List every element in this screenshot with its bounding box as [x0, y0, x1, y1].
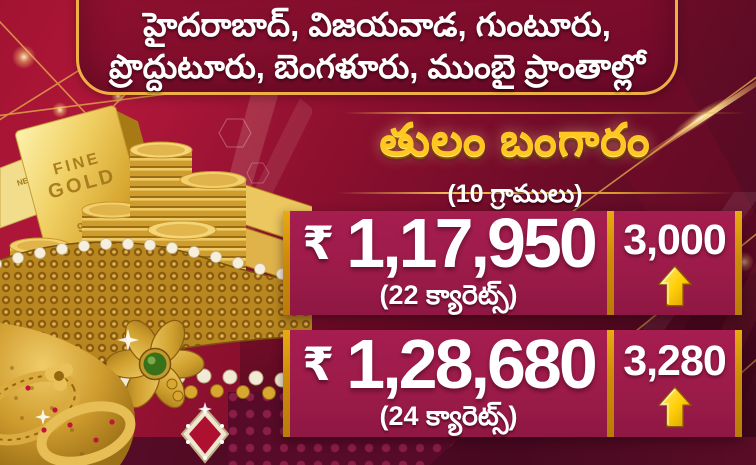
cities-line-1: హైదరాబాద్, విజయవాడ, గుంటూరు, [143, 6, 611, 43]
sparkles [35, 329, 212, 425]
gold-divider-bar [607, 330, 614, 437]
carat-label: (24 క్యారెట్స్) [379, 400, 518, 431]
gold-divider-bar [283, 211, 290, 315]
gold-divider-bar [607, 211, 614, 315]
change-amount: 3,280 [623, 336, 727, 385]
ruby-dots [25, 385, 115, 443]
gold-divider-bar [283, 330, 290, 437]
change-cell: 3,280 [614, 330, 735, 437]
up-arrow-icon [657, 385, 692, 427]
price-cell: ₹ 1,17,950 (22 క్యారెట్స్) [290, 204, 607, 315]
gold-divider-bar [735, 330, 742, 437]
up-arrow-icon [657, 265, 692, 307]
price-amount: 1,17,950 [346, 204, 597, 282]
rate-row-24k: ₹ 1,28,680 (24 క్యారెట్స్) 3,280 [283, 324, 742, 437]
separator-line-top [344, 112, 748, 114]
carat-label: (22 క్యారెట్స్) [379, 280, 518, 310]
small-gold-flower [45, 363, 73, 391]
change-amount: 3,000 [623, 216, 727, 264]
bangles [0, 323, 136, 465]
change-cell: 3,000 [614, 211, 735, 315]
cities-line-2: ప్రొద్దుటూరు, బెంగళూరు, ముంబై ప్రాంతాల్ల… [108, 48, 646, 85]
gold-jewelry-photo: NET WT FINE GOLD 999.9 [0, 78, 312, 465]
price-amount: 1,28,680 [346, 324, 597, 403]
title-weight-note: (10 గ్రాములు) [447, 180, 583, 208]
green-stone [143, 352, 167, 376]
cities-banner: హైదరాబాద్, విజయవాడ, గుంటూరు, ప్రొద్దుటూర… [76, 0, 678, 95]
rupee-symbol: ₹ [302, 337, 335, 390]
title-gold-per-tola: తులం బంగారం [379, 114, 651, 165]
separator-line-bottom [337, 192, 735, 194]
jewel-flower [105, 319, 205, 409]
price-cell: ₹ 1,28,680 (24 క్యారెట్స్) [290, 324, 607, 437]
rupee-symbol: ₹ [302, 217, 335, 269]
title-block: తులం బంగారం (10 గ్రాములు) [305, 114, 725, 215]
rate-row-22k: ₹ 1,17,950 (22 క్యారెట్స్) 3,000 [283, 204, 742, 315]
gold-divider-bar [735, 211, 742, 315]
